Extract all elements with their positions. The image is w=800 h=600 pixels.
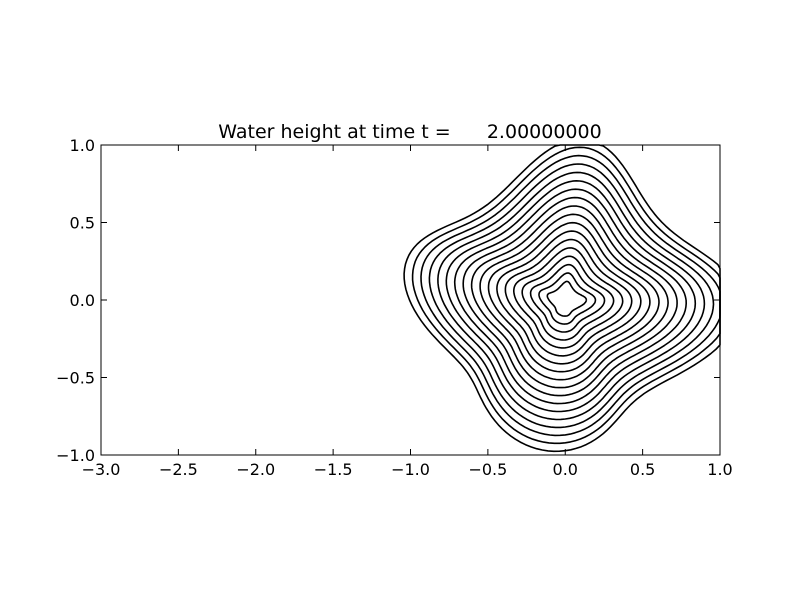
contour-line xyxy=(529,263,606,333)
contour-lines xyxy=(403,144,721,453)
contour-line xyxy=(479,213,660,381)
plot-area xyxy=(101,145,720,455)
x-tick-label: 1.0 xyxy=(707,460,732,479)
contour-line xyxy=(453,188,688,405)
y-tick-label: −0.5 xyxy=(56,369,95,388)
x-tick-label: 0.5 xyxy=(630,460,655,479)
x-tick-label: −2.5 xyxy=(159,460,198,479)
contour-line xyxy=(411,146,721,445)
contour-line xyxy=(462,196,678,397)
x-tick-label: −2.0 xyxy=(236,460,275,479)
y-tick-label: −1.0 xyxy=(56,446,95,465)
x-tick-label: −0.5 xyxy=(468,460,507,479)
contour-line xyxy=(496,230,642,365)
contour-line xyxy=(521,255,615,341)
contour-line xyxy=(403,144,721,453)
x-axis: −3.0 −2.5 −2.0 −1.5 −1.0 −0.5 0.0 0.5 1.0 xyxy=(82,145,733,479)
contour-line xyxy=(487,221,651,373)
x-tick-label: −1.5 xyxy=(314,460,353,479)
y-axis: −1.0 −0.5 0.0 0.5 1.0 xyxy=(56,136,720,465)
contour-line xyxy=(538,272,597,325)
contour-line xyxy=(445,180,697,413)
contour-line xyxy=(512,247,624,349)
x-tick-label: −1.0 xyxy=(391,460,430,479)
contour-line xyxy=(470,205,669,389)
y-tick-label: 0.5 xyxy=(70,214,95,233)
y-tick-label: 1.0 xyxy=(70,136,95,155)
contour-line xyxy=(504,238,633,357)
contour-line xyxy=(437,171,706,421)
x-tick-label: 0.0 xyxy=(553,460,578,479)
contour-line xyxy=(428,163,715,429)
y-tick-label: 0.0 xyxy=(70,291,95,310)
contour-line xyxy=(420,154,721,437)
chart-title: Water height at time t = 2.00000000 xyxy=(218,121,601,143)
x-tick-label: −3.0 xyxy=(82,460,121,479)
contour-line xyxy=(546,280,588,317)
